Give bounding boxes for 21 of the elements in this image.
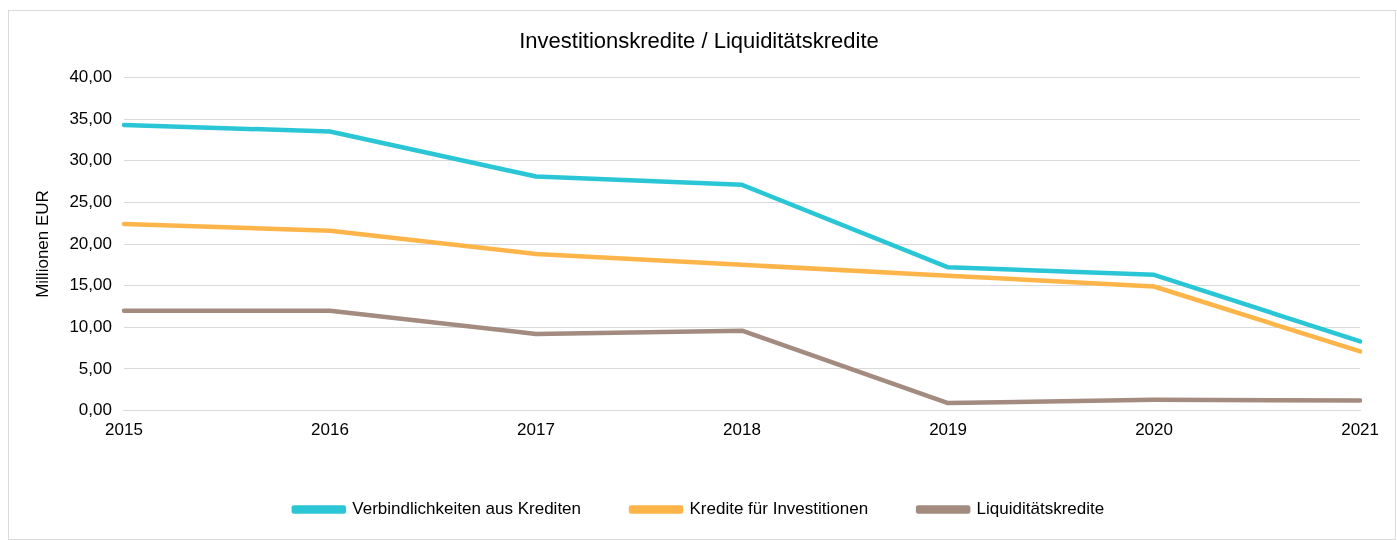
x-tick-label: 2018 (723, 420, 761, 440)
x-tick-label: 2016 (311, 420, 349, 440)
chart-title: Investitionskredite / Liquiditätskredite (519, 28, 879, 54)
x-tick-label: 2020 (1135, 420, 1173, 440)
legend-label: Verbindlichkeiten aus Krediten (352, 499, 582, 519)
y-tick-label: 15,00 (69, 275, 112, 295)
y-tick-label: 20,00 (69, 233, 112, 253)
x-tick-label: 2017 (517, 420, 555, 440)
x-tick-label: 2021 (1341, 420, 1379, 440)
y-tick-label: 5,00 (78, 358, 112, 378)
y-axis-title: Millionen EUR (32, 190, 52, 298)
y-tick-label: 40,00 (69, 67, 112, 87)
legend-label: Kredite für Investitionen (689, 499, 869, 519)
y-tick-label: 10,00 (69, 316, 112, 336)
y-tick-label: 0,00 (78, 400, 112, 420)
y-tick-label: 25,00 (69, 192, 112, 212)
x-tick-label: 2015 (105, 420, 143, 440)
x-tick-label: 2019 (929, 420, 967, 440)
y-tick-label: 35,00 (69, 108, 112, 128)
y-tick-label: 30,00 (69, 150, 112, 170)
legend-label: Liquiditätskredite (976, 499, 1105, 519)
